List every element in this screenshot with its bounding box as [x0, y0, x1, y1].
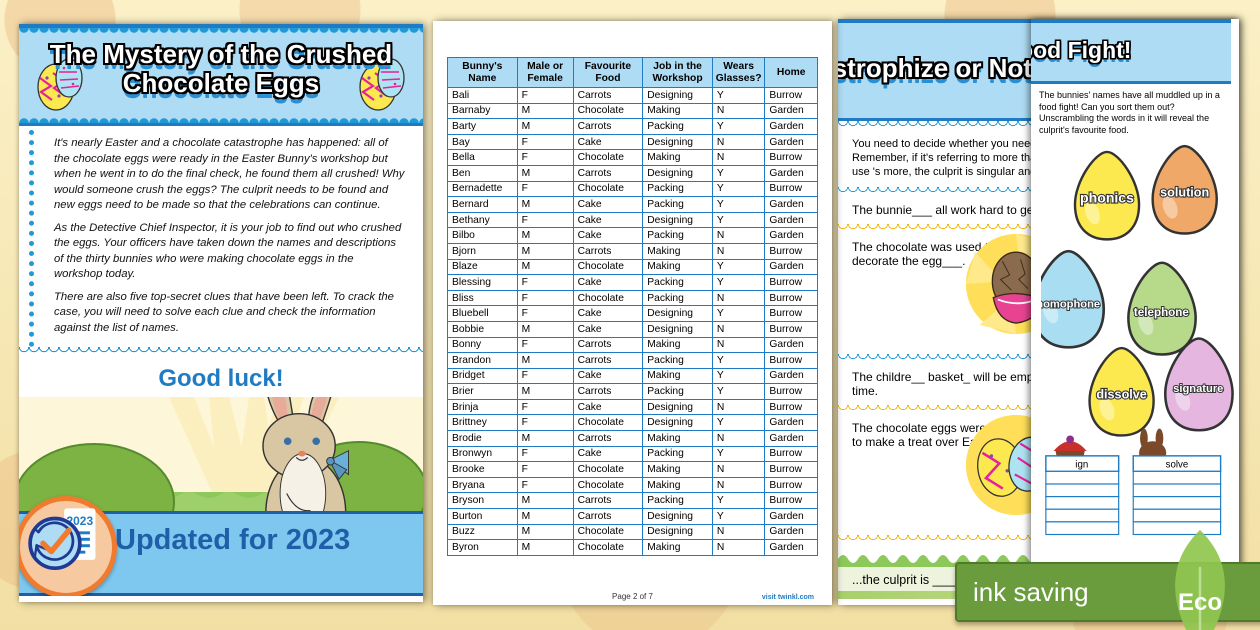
svg-text:homophone: homophone: [1041, 298, 1100, 310]
svg-text:Eco: Eco: [1178, 589, 1222, 616]
svg-text:solve: solve: [1166, 460, 1189, 471]
svg-text:solution: solution: [1160, 186, 1209, 200]
svg-text:signature: signature: [1173, 383, 1223, 395]
svg-text:ign: ign: [1075, 460, 1088, 471]
svg-text:telephone: telephone: [1134, 306, 1190, 319]
svg-text:dissolve: dissolve: [1096, 388, 1146, 402]
svg-text:phonics: phonics: [1080, 189, 1134, 205]
